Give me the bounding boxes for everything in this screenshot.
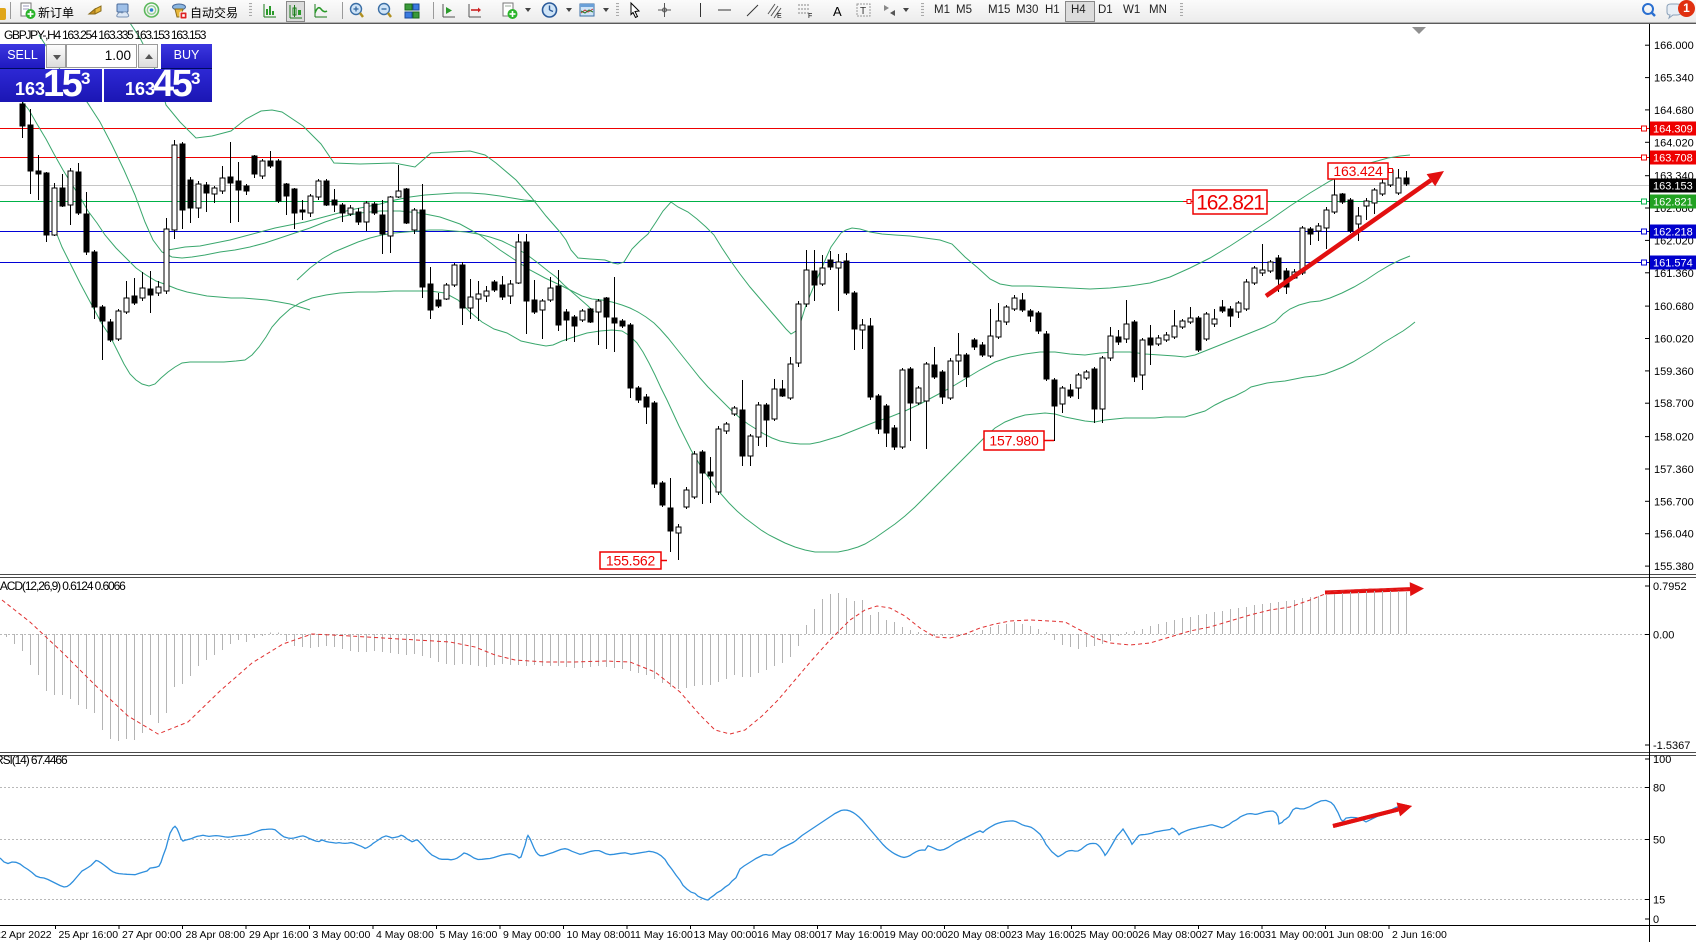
svg-text:16 May 08:00: 16 May 08:00 — [757, 929, 821, 941]
svg-text:164.680: 164.680 — [1654, 105, 1694, 117]
svg-text:2 Jun 16:00: 2 Jun 16:00 — [1392, 929, 1447, 941]
svg-text:161.360: 161.360 — [1654, 268, 1694, 280]
svg-text:163.153: 163.153 — [1653, 181, 1693, 193]
svg-text:160.020: 160.020 — [1654, 334, 1694, 346]
svg-text:158.700: 158.700 — [1654, 398, 1694, 410]
svg-text:163.708: 163.708 — [1653, 153, 1693, 165]
svg-text:19 May 00:00: 19 May 00:00 — [884, 929, 948, 941]
svg-text:0.00: 0.00 — [1653, 630, 1674, 642]
svg-text:17 May 16:00: 17 May 16:00 — [821, 929, 885, 941]
svg-text:23 May 16:00: 23 May 16:00 — [1011, 929, 1075, 941]
svg-text:25 May 00:00: 25 May 00:00 — [1075, 929, 1139, 941]
svg-text:F: F — [808, 13, 812, 20]
svg-text:162.821: 162.821 — [1653, 197, 1693, 209]
svg-text:157.980: 157.980 — [989, 433, 1039, 449]
svg-text:159.360: 159.360 — [1654, 366, 1694, 378]
svg-text:MACD(12,26,9) 0.6124 0.6066: MACD(12,26,9) 0.6124 0.6066 — [0, 579, 126, 593]
svg-text:10 May 08:00: 10 May 08:00 — [567, 929, 631, 941]
svg-text:164.020: 164.020 — [1654, 137, 1694, 149]
svg-text:165.340: 165.340 — [1654, 73, 1694, 85]
svg-text:100: 100 — [1653, 754, 1671, 766]
svg-text:28 Apr 08:00: 28 Apr 08:00 — [186, 929, 246, 941]
svg-text:162.218: 162.218 — [1653, 227, 1693, 239]
svg-text:155.380: 155.380 — [1654, 561, 1694, 573]
svg-text:164.309: 164.309 — [1653, 124, 1693, 136]
svg-text:31 May 00:00: 31 May 00:00 — [1265, 929, 1329, 941]
svg-text:162.821: 162.821 — [1196, 192, 1264, 215]
svg-text:22 Apr 2022: 22 Apr 2022 — [0, 929, 52, 941]
svg-text:80: 80 — [1653, 783, 1665, 795]
svg-text:0: 0 — [1653, 914, 1659, 926]
svg-text:0.7952: 0.7952 — [1653, 581, 1687, 593]
svg-text:9 May 00:00: 9 May 00:00 — [503, 929, 561, 941]
svg-text:11 May 16:00: 11 May 16:00 — [630, 929, 693, 941]
svg-text:27 May 16:00: 27 May 16:00 — [1202, 929, 1266, 941]
svg-text:160.680: 160.680 — [1654, 301, 1694, 313]
svg-text:RSI(14) 67.4466: RSI(14) 67.4466 — [0, 753, 68, 767]
svg-text:156.700: 156.700 — [1654, 496, 1694, 508]
svg-text:T: T — [860, 6, 866, 17]
svg-text:15: 15 — [1653, 895, 1665, 907]
svg-text:5 May 16:00: 5 May 16:00 — [440, 929, 498, 941]
svg-text:GBPJPY-,H4 163.254 163.335 16: GBPJPY-,H4 163.254 163.335 163.153 163.1… — [4, 28, 207, 42]
svg-text:26 May 08:00: 26 May 08:00 — [1138, 929, 1202, 941]
svg-text:E: E — [777, 13, 782, 20]
svg-text:161.574: 161.574 — [1653, 258, 1693, 270]
svg-text:20 May 08:00: 20 May 08:00 — [948, 929, 1012, 941]
svg-text:166.000: 166.000 — [1654, 40, 1694, 52]
svg-text:155.562: 155.562 — [606, 553, 656, 569]
svg-text:156.040: 156.040 — [1654, 529, 1694, 541]
svg-text:50: 50 — [1653, 835, 1665, 847]
svg-text:4 May 08:00: 4 May 08:00 — [376, 929, 434, 941]
svg-text:27 Apr 00:00: 27 Apr 00:00 — [122, 929, 182, 941]
svg-text:163.424: 163.424 — [1333, 163, 1383, 179]
svg-text:158.020: 158.020 — [1654, 432, 1694, 444]
svg-text:29 Apr 16:00: 29 Apr 16:00 — [249, 929, 309, 941]
svg-text:13 May 00:00: 13 May 00:00 — [694, 929, 758, 941]
svg-text:25 Apr 16:00: 25 Apr 16:00 — [59, 929, 119, 941]
svg-text:1 Jun 08:00: 1 Jun 08:00 — [1329, 929, 1384, 941]
svg-text:157.360: 157.360 — [1654, 464, 1694, 476]
svg-text:-1.5367: -1.5367 — [1653, 740, 1690, 752]
svg-text:3 May 00:00: 3 May 00:00 — [313, 929, 371, 941]
